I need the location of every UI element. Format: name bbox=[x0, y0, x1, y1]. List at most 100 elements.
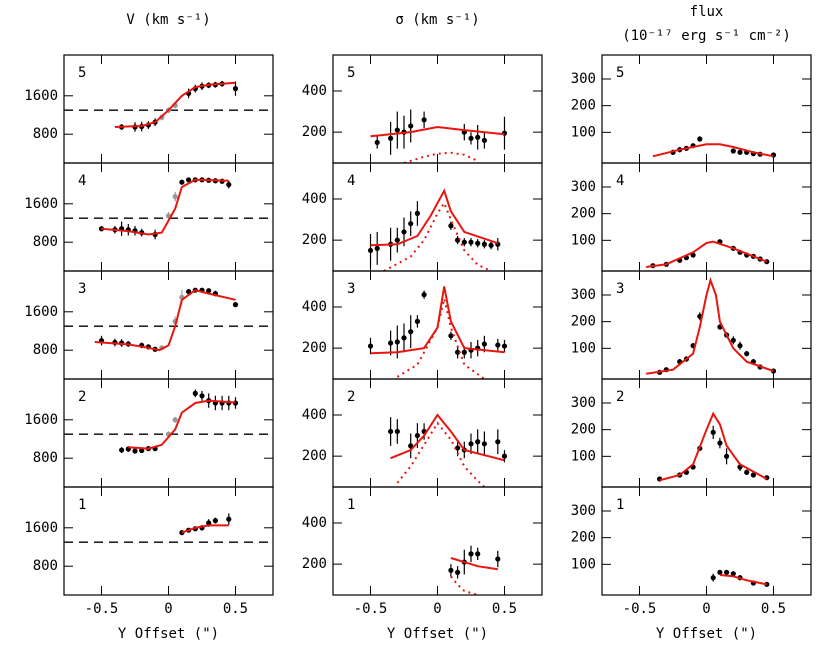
y-tick-label: 1600 bbox=[24, 412, 58, 428]
panel-label: 1 bbox=[616, 497, 624, 513]
data-point bbox=[717, 440, 723, 446]
plot-area bbox=[64, 513, 273, 543]
data-point bbox=[421, 117, 427, 123]
data-point bbox=[468, 551, 474, 557]
model-line bbox=[390, 413, 505, 462]
y-tick-label: 800 bbox=[33, 342, 58, 358]
data-point bbox=[199, 393, 205, 399]
model-line bbox=[370, 125, 505, 138]
panel-label: 1 bbox=[78, 497, 86, 513]
x-tick-label: 0.5 bbox=[223, 601, 248, 617]
column-title: V (km s⁻¹) bbox=[126, 12, 210, 28]
y-tick-label: 200 bbox=[302, 556, 327, 572]
data-point bbox=[408, 221, 414, 227]
data-point bbox=[408, 123, 414, 129]
data-point bbox=[401, 335, 407, 341]
model-line bbox=[94, 289, 236, 352]
model-line bbox=[114, 81, 236, 128]
panel-label: 1 bbox=[347, 497, 355, 513]
data-point bbox=[481, 137, 487, 143]
y-tick-label: 400 bbox=[302, 515, 327, 531]
data-point bbox=[468, 441, 474, 447]
plot-area bbox=[370, 109, 508, 163]
column-title: flux bbox=[690, 4, 724, 20]
x-tick-label: 0 bbox=[702, 601, 710, 617]
data-point bbox=[179, 179, 185, 185]
data-point bbox=[697, 136, 703, 142]
data-point bbox=[454, 569, 461, 575]
panel-label: 5 bbox=[78, 65, 86, 81]
model-line bbox=[652, 143, 774, 158]
panel-label: 4 bbox=[347, 173, 355, 189]
data-point bbox=[132, 448, 138, 454]
y-tick-label: 200 bbox=[571, 206, 596, 222]
data-point bbox=[730, 571, 736, 577]
panel-frame bbox=[332, 162, 543, 272]
data-point bbox=[394, 428, 400, 435]
panel-frame bbox=[332, 54, 543, 164]
panel-label: 3 bbox=[78, 281, 86, 297]
data-point bbox=[448, 223, 454, 229]
data-point bbox=[495, 342, 501, 348]
model-line bbox=[101, 178, 229, 236]
x-axis-label: Y Offset (") bbox=[387, 626, 488, 642]
x-tick-label: 0.5 bbox=[492, 601, 517, 617]
plot-area bbox=[652, 136, 777, 158]
column-subtitle: (10⁻¹⁷ erg s⁻¹ cm⁻²) bbox=[622, 28, 791, 44]
panel-label: 2 bbox=[616, 389, 624, 405]
y-tick-label: 200 bbox=[571, 314, 596, 330]
plot-area bbox=[367, 286, 508, 379]
plot-area bbox=[710, 569, 770, 587]
panel-frame bbox=[63, 486, 274, 596]
plot-area bbox=[646, 239, 770, 269]
y-tick-label: 300 bbox=[571, 287, 596, 303]
y-tick-label: 200 bbox=[302, 124, 327, 140]
panel-frame bbox=[601, 486, 812, 596]
x-tick-label: -0.5 bbox=[623, 601, 657, 617]
data-point bbox=[408, 329, 414, 335]
model-line bbox=[128, 399, 236, 450]
data-point bbox=[388, 340, 394, 346]
panel-label: 2 bbox=[347, 389, 355, 405]
y-tick-label: 100 bbox=[571, 340, 596, 356]
data-point bbox=[172, 417, 178, 423]
panel-frame bbox=[601, 54, 812, 164]
plot-area bbox=[657, 411, 770, 482]
data-point bbox=[710, 575, 716, 581]
data-point bbox=[448, 333, 454, 339]
y-tick-label: 800 bbox=[33, 126, 58, 142]
y-tick-label: 400 bbox=[302, 299, 327, 315]
data-point bbox=[212, 518, 218, 524]
panel-frame bbox=[63, 270, 274, 380]
data-point bbox=[744, 469, 750, 475]
data-point bbox=[226, 182, 232, 188]
data-point bbox=[192, 390, 198, 396]
data-point bbox=[454, 445, 461, 451]
data-point bbox=[414, 210, 421, 216]
y-tick-label: 100 bbox=[571, 124, 596, 140]
plot-area bbox=[448, 545, 501, 595]
data-point bbox=[388, 135, 394, 141]
plot-area bbox=[64, 80, 273, 132]
data-point bbox=[394, 237, 400, 243]
data-point bbox=[206, 288, 212, 294]
data-point bbox=[723, 453, 730, 459]
plot-area bbox=[64, 389, 273, 454]
plot-area bbox=[64, 287, 273, 352]
data-point bbox=[414, 318, 421, 324]
y-tick-label: 300 bbox=[571, 395, 596, 411]
data-point bbox=[501, 453, 508, 459]
model-line-dotted bbox=[403, 151, 479, 163]
y-tick-label: 200 bbox=[302, 340, 327, 356]
data-point bbox=[206, 520, 212, 526]
data-point bbox=[495, 439, 501, 445]
data-point bbox=[448, 567, 454, 573]
model-line bbox=[646, 240, 768, 268]
data-point bbox=[461, 239, 467, 245]
y-tick-label: 400 bbox=[302, 407, 327, 423]
data-point bbox=[394, 339, 400, 345]
model-line bbox=[370, 286, 505, 355]
y-tick-label: 400 bbox=[302, 83, 327, 99]
x-tick-label: 0.5 bbox=[761, 601, 786, 617]
data-point bbox=[367, 247, 374, 254]
